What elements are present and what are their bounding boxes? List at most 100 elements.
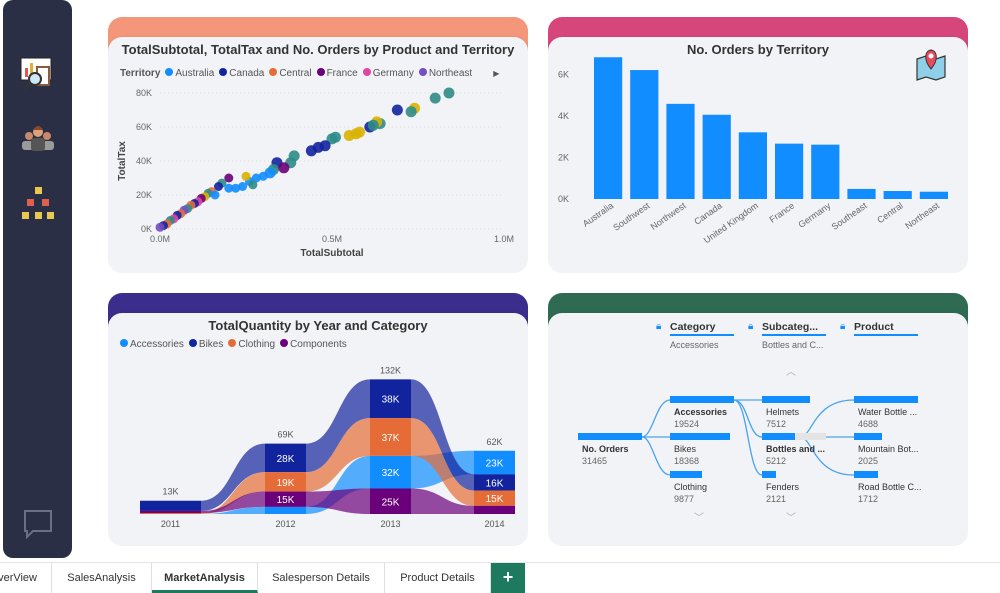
add-page-button[interactable]: + bbox=[491, 563, 525, 593]
scatter-plot[interactable]: 0K 20K 40K 60K 80K 0.0M 0.5M 1.0M TotalSubtotal T… bbox=[108, 37, 528, 273]
y-tick-label: 0K bbox=[141, 224, 152, 234]
page-tabs: OverView SalesAnalysis MarketAnalysis Sa… bbox=[0, 562, 1000, 593]
data-label: 28K bbox=[277, 454, 295, 465]
chat-icon[interactable] bbox=[19, 505, 57, 543]
x-tick-label: 1.0M bbox=[494, 234, 514, 244]
header-subcategory-selection: Bottles and C... bbox=[762, 340, 824, 350]
x-tick-label: Northwest bbox=[649, 200, 688, 232]
scroll-down-chevron-icon[interactable]: ﹀ bbox=[694, 513, 704, 524]
bar bbox=[702, 114, 731, 199]
node-bar bbox=[854, 396, 918, 403]
tab-product-details[interactable]: Product Details bbox=[385, 563, 491, 593]
node-label: No. Orders bbox=[582, 444, 629, 454]
legend-item[interactable]: Components bbox=[280, 339, 347, 350]
tree-node-clothing[interactable]: Clothing 9877 bbox=[674, 481, 758, 505]
bar bbox=[775, 143, 804, 199]
ribbon-chart[interactable]: 13K 2011 28K 19K 15K 69K 2012 32K 38K 37K 25K 132K 2… bbox=[108, 313, 528, 546]
legend-item[interactable]: Clothing bbox=[228, 339, 275, 350]
lock-icon: 🔒︎ bbox=[748, 321, 754, 332]
x-tick-label: 2014 bbox=[484, 519, 504, 529]
tree-node-helmets[interactable]: Helmets 7512 bbox=[766, 406, 850, 430]
ribbon-segment bbox=[370, 488, 411, 514]
map-pin-icon bbox=[916, 49, 946, 81]
ribbon-segment bbox=[265, 491, 306, 507]
x-tick-label: 0.0M bbox=[150, 234, 170, 244]
tree-node-fenders[interactable]: Fenders 2121 bbox=[766, 481, 850, 505]
lock-icon: 🔒︎ bbox=[840, 321, 846, 332]
scatter-point bbox=[210, 190, 220, 200]
node-bar bbox=[854, 433, 882, 440]
header-subcategory[interactable]: Subcateg... bbox=[762, 321, 826, 336]
node-bar bbox=[670, 396, 734, 403]
team-icon[interactable] bbox=[19, 118, 57, 156]
sidebar bbox=[3, 0, 72, 558]
ribbon bbox=[201, 491, 265, 513]
legend-next-arrow[interactable]: ▶ bbox=[493, 69, 500, 78]
tab-sales-analysis[interactable]: SalesAnalysis bbox=[52, 563, 152, 593]
ribbon bbox=[411, 418, 474, 506]
tree-node-accessories[interactable]: Accessories 19524 bbox=[674, 406, 758, 430]
bar bbox=[847, 188, 876, 199]
tree-node-water-bottle[interactable]: Water Bottle ... 4688 bbox=[858, 406, 942, 430]
ribbon-segment bbox=[474, 474, 515, 491]
node-value: 18368 bbox=[674, 456, 700, 466]
ribbon-segment bbox=[265, 443, 306, 473]
data-label: 16K bbox=[486, 478, 504, 489]
ribbon-segment bbox=[474, 490, 515, 506]
hierarchy-icon[interactable] bbox=[19, 185, 57, 223]
data-label: 38K bbox=[382, 395, 400, 406]
tree-node-bikes[interactable]: Bikes 18368 bbox=[674, 443, 758, 467]
tab-market-analysis[interactable]: MarketAnalysis bbox=[152, 563, 258, 593]
legend-item[interactable]: Canada bbox=[219, 68, 264, 79]
x-tick-label: Southeast bbox=[830, 200, 869, 232]
bar-card: No. Orders by Territory 0K 2K 4K 6K Australi… bbox=[548, 17, 968, 273]
legend-item[interactable]: France bbox=[316, 68, 358, 79]
legend-item[interactable]: Australia bbox=[165, 68, 214, 79]
ribbon-segment bbox=[474, 505, 515, 514]
total-label: 13K bbox=[162, 487, 178, 497]
decomposition-tree[interactable]: 🔒︎ Category Accessories 🔒︎ Subcateg... B… bbox=[548, 313, 968, 546]
total-label: 132K bbox=[380, 365, 401, 375]
legend-item[interactable]: Accessories bbox=[120, 339, 184, 350]
header-category[interactable]: Category bbox=[670, 321, 734, 336]
tree-node-bottles[interactable]: Bottles and ... 5212 bbox=[766, 443, 850, 467]
data-label: 15K bbox=[486, 494, 504, 505]
legend-item[interactable]: Germany bbox=[362, 68, 414, 79]
scroll-up-chevron-icon[interactable]: ︿ bbox=[786, 367, 796, 378]
tree-node-mountain-bottle[interactable]: Mountain Bot... 2025 bbox=[858, 443, 942, 467]
data-label: 37K bbox=[382, 433, 400, 444]
scatter-point bbox=[329, 131, 341, 143]
bar bbox=[919, 191, 948, 199]
legend-item[interactable]: Central bbox=[269, 68, 312, 79]
scroll-down-chevron-icon[interactable]: ﹀ bbox=[786, 513, 796, 524]
y-tick-label: 20K bbox=[136, 190, 152, 200]
bar bbox=[811, 144, 840, 199]
node-value: 2025 bbox=[858, 456, 879, 466]
node-value: 19524 bbox=[674, 419, 700, 429]
bar bbox=[666, 103, 695, 199]
total-label: 62K bbox=[486, 437, 502, 447]
ribbon-segment bbox=[370, 455, 411, 489]
ribbon-segment bbox=[140, 512, 201, 514]
scatter-point bbox=[241, 171, 251, 181]
ribbon-card: TotalQuantity by Year and Category Acces… bbox=[108, 293, 528, 546]
ribbon-segment bbox=[474, 450, 515, 475]
tab-salesperson-details[interactable]: Salesperson Details bbox=[258, 563, 385, 593]
node-value: 7512 bbox=[766, 419, 787, 429]
report-analysis-icon[interactable] bbox=[19, 55, 57, 93]
tab-overview[interactable]: OverView bbox=[0, 563, 52, 593]
ribbon bbox=[306, 455, 370, 514]
tree-node-root[interactable]: No. Orders 31465 bbox=[582, 443, 666, 467]
x-tick-label: Canada bbox=[692, 200, 724, 226]
scatter-point bbox=[443, 87, 455, 99]
data-label: 19K bbox=[277, 478, 295, 489]
legend-item[interactable]: Bikes bbox=[188, 339, 223, 350]
y-tick-label: 0K bbox=[558, 194, 569, 204]
header-product[interactable]: Product bbox=[854, 321, 918, 336]
node-bar bbox=[762, 433, 795, 440]
x-tick-label: 0.5M bbox=[322, 234, 342, 244]
ribbon-segment bbox=[140, 500, 201, 511]
tree-node-road-bottle[interactable]: Road Bottle C... 1712 bbox=[858, 481, 942, 505]
legend-item[interactable]: Northeast bbox=[418, 68, 472, 79]
